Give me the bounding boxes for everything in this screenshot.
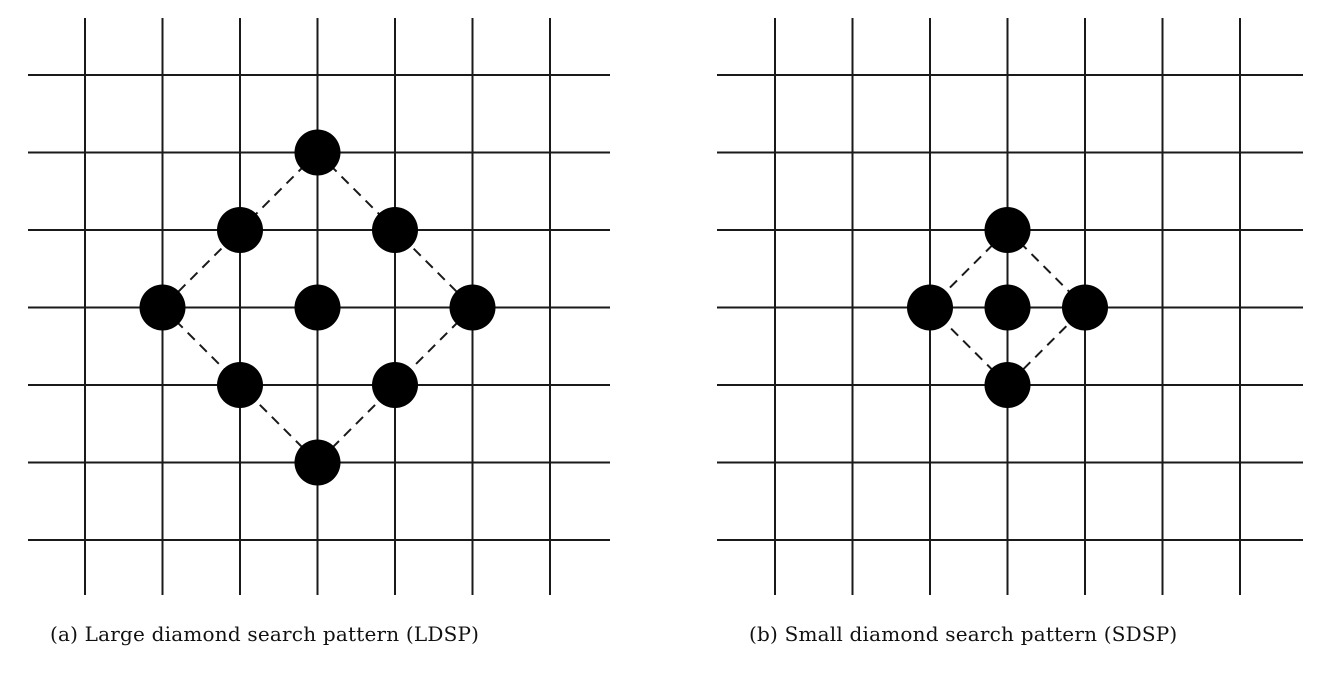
search-point [372,207,418,253]
diamond-outline [928,228,1087,387]
ldsp-panel: (a) Large diamond search pattern (LDSP) [28,18,610,646]
search-point [984,207,1031,253]
search-point [907,284,953,331]
sdsp-caption: (b) Small diamond search pattern (SDSP) [749,622,1178,646]
center-search-point [294,284,341,331]
search-point [294,129,341,176]
search-point [294,439,341,486]
ldsp-grid-diagram [28,18,610,595]
sdsp-panel: (b) Small diamond search pattern (SDSP) [667,0,1334,689]
search-point [984,362,1031,408]
ldsp-caption: (a) Large diamond search pattern (LDSP) [50,622,480,646]
search-point [449,284,496,331]
center-search-point [984,284,1031,331]
search-point [372,362,418,408]
search-point [1062,284,1108,331]
search-point [217,207,263,253]
search-point [217,362,263,408]
search-point [139,284,186,331]
sdsp-grid-diagram [717,18,1303,595]
